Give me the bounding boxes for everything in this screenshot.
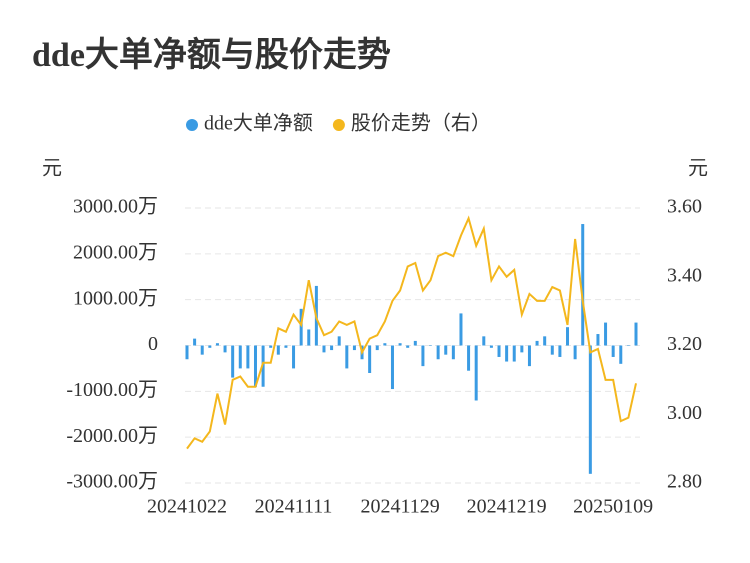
bar [223, 345, 227, 353]
legend-label: dde大单净额 [204, 112, 313, 135]
y2-tick-label: 3.40 [667, 264, 702, 286]
bar [474, 345, 478, 401]
bar [512, 345, 516, 362]
legend-label: 股价走势（右） [351, 112, 491, 135]
y2-tick-label: 3.20 [667, 333, 702, 355]
bar [527, 345, 531, 367]
bar [604, 322, 608, 346]
bar [482, 336, 486, 346]
bar [253, 345, 257, 387]
bar [436, 345, 440, 360]
x-tick-label: 20241022 [147, 496, 227, 518]
legend-marker [332, 119, 345, 131]
bar [581, 224, 585, 346]
bar [261, 345, 265, 387]
bar [269, 345, 273, 348]
bar [238, 345, 242, 369]
chart-title: dde大单净额与股价走势 [32, 36, 391, 74]
bar [558, 345, 562, 357]
bar [299, 308, 303, 346]
bar [535, 340, 539, 346]
bar [520, 345, 524, 353]
y2-tick-label: 2.80 [667, 471, 702, 493]
bar [383, 343, 387, 346]
bar [276, 345, 280, 355]
bar [596, 334, 600, 346]
y-tick-label: 3000.00万 [73, 196, 158, 218]
bar [345, 345, 349, 369]
legend-marker [186, 119, 198, 131]
bar [322, 345, 326, 353]
bar [444, 345, 448, 355]
y2-tick-label: 3.00 [667, 402, 702, 424]
bar [406, 345, 410, 348]
y-tick-label: 0 [148, 333, 158, 355]
bar [200, 345, 204, 355]
y-tick-label: -2000.00万 [66, 425, 158, 447]
bar [193, 338, 197, 346]
bar [543, 336, 547, 346]
bar [398, 343, 402, 346]
x-tick-label: 20250109 [573, 496, 653, 518]
bar [505, 345, 509, 362]
bar [231, 345, 235, 378]
bar [489, 345, 493, 348]
bar [185, 345, 189, 360]
bar [352, 345, 356, 351]
bar [215, 343, 219, 346]
bar [467, 345, 471, 371]
y2-axis-label: 元 [688, 158, 708, 180]
bar [330, 345, 334, 351]
bar [497, 345, 501, 357]
bar [307, 329, 311, 346]
bar [611, 345, 615, 357]
bar [413, 340, 417, 346]
bar [634, 322, 638, 346]
y-tick-label: -1000.00万 [66, 379, 158, 401]
bar [459, 313, 463, 346]
bar [368, 345, 372, 373]
bar [626, 345, 630, 346]
bar [292, 345, 296, 369]
bar [619, 345, 623, 364]
bar [550, 345, 554, 355]
price-line [186, 215, 637, 450]
bar [208, 345, 212, 348]
bar [588, 345, 592, 474]
bar [566, 327, 570, 346]
x-tick-label: 20241219 [467, 496, 547, 518]
y-axis-label: 元 [42, 158, 62, 180]
bar [284, 345, 288, 348]
bar [246, 345, 250, 369]
bar [573, 345, 577, 360]
bar [390, 345, 394, 390]
bar [421, 345, 425, 367]
y2-tick-label: 3.60 [667, 196, 702, 218]
y-tick-label: 1000.00万 [73, 287, 158, 309]
bar [337, 336, 341, 346]
bar [451, 345, 455, 360]
y-tick-label: -3000.00万 [66, 471, 158, 493]
bar [375, 345, 379, 351]
y-tick-label: 2000.00万 [73, 241, 158, 263]
x-tick-label: 20241111 [255, 496, 333, 518]
bar [429, 345, 433, 346]
x-tick-label: 20241129 [360, 496, 439, 518]
